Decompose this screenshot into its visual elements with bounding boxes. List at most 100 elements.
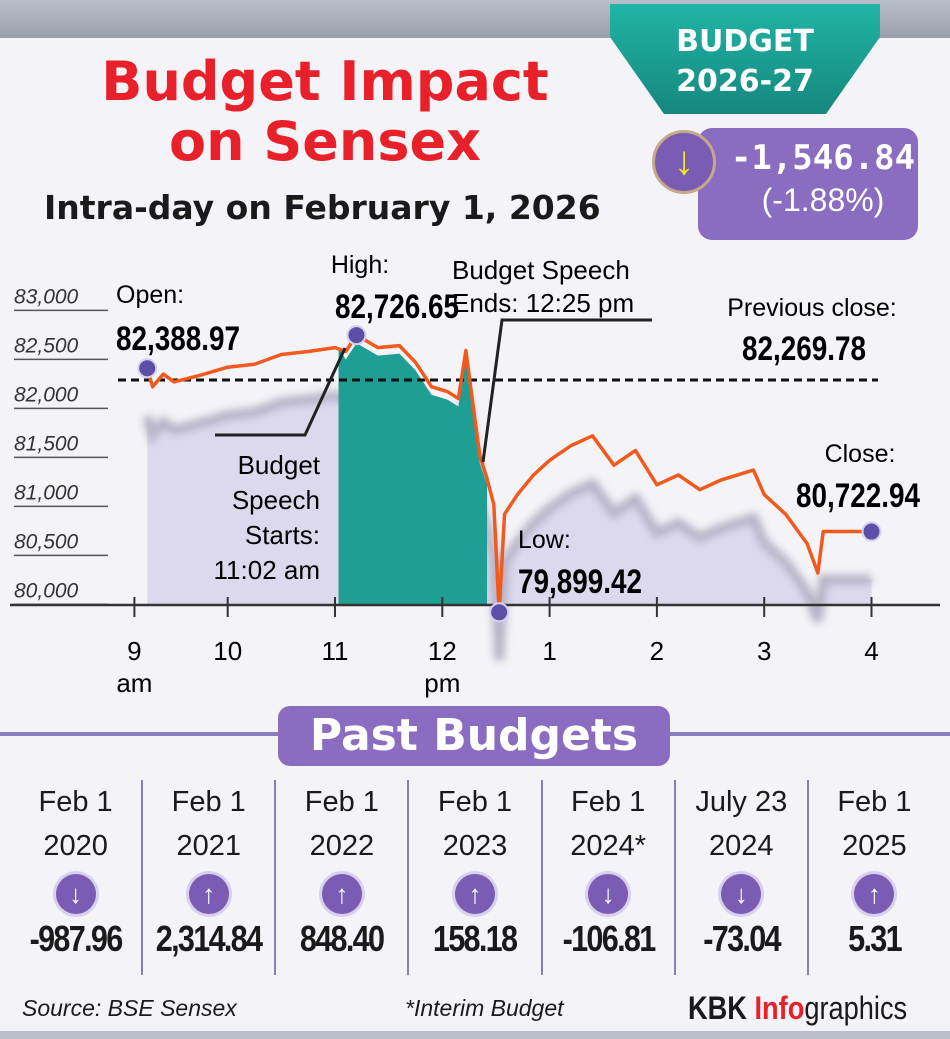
budget-year: 2023 (442, 830, 508, 862)
budget-change: 158.18 (433, 918, 518, 959)
y-tick-label: 80,000 (14, 579, 79, 602)
intraday-chart: 83,000 82,500 82,000 81,500 81,000 80,500 80,0… (10, 251, 940, 698)
close-value: 80,722.94 (796, 476, 921, 514)
shadow-line (142, 376, 872, 661)
brand-part-2: Info (754, 990, 805, 1026)
budget-date: Feb 1 (38, 786, 113, 818)
speech-start-label: Speech (232, 485, 320, 515)
open-value: 82,388.97 (116, 319, 240, 357)
previous-close-label: Previous close: (727, 294, 897, 322)
x-tick-label: 12 (428, 636, 457, 666)
change-value: -1,546.84 (730, 138, 916, 178)
low-value: 79,899.42 (518, 562, 642, 600)
past-budgets-title: Past Budgets (278, 706, 670, 766)
badge-line-2: 2026-27 (676, 64, 814, 99)
past-budgets-list: Feb 1 2020 ↓ -987.96 Feb 1 2021 ↑ 2,314.84 Feb 1… (10, 780, 940, 975)
change-percent: (-1.88%) (761, 182, 885, 218)
y-tick-label: 83,000 (14, 285, 79, 308)
page-title: Budget Impact on Sensex (40, 52, 610, 172)
budget-year: 2024* (570, 830, 647, 862)
speech-end-label: Budget Speech (452, 255, 630, 285)
marker-dot (861, 521, 882, 542)
shadow-area (147, 383, 872, 605)
high-label: High: (331, 251, 389, 279)
past-budget-item: Feb 1 2020 ↓ -987.96 (10, 780, 144, 975)
budget-change: 2,314.84 (155, 918, 263, 959)
speech-end-pointer (481, 318, 652, 463)
past-budget-item: Feb 1 2024* ↓ -106.81 (543, 780, 676, 975)
arrow-down-icon: ↓ (652, 130, 716, 194)
budget-year: 2020 (43, 830, 108, 862)
subtitle: Intra-day on February 1, 2026 (44, 188, 601, 227)
budget-speech-area (338, 343, 488, 605)
budget-year: 2025 (842, 830, 907, 862)
arrow-down-icon: ↓ (721, 874, 762, 914)
budget-date: Feb 1 (571, 786, 646, 818)
high-value: 82,726.65 (335, 287, 459, 325)
arrow-down-icon: ↓ (55, 874, 96, 914)
x-tick-label: 2 (650, 636, 664, 666)
budget-change: 848.40 (300, 918, 385, 959)
budget-year: 2022 (309, 830, 375, 862)
past-budget-item: Feb 1 2025 ↑ 5.31 (809, 780, 940, 975)
y-tick-label: 81,000 (14, 481, 79, 504)
budget-date: Feb 1 (171, 786, 246, 818)
x-tick-sublabel: am (116, 668, 152, 698)
brand-part-3: graphics (804, 990, 908, 1026)
speech-start-label: Starts: (245, 520, 320, 550)
speech-start-pointer (215, 347, 347, 437)
marker-dot (137, 358, 158, 379)
bottom-bar (0, 1031, 950, 1039)
speech-end-label: Ends: 12:25 pm (452, 288, 634, 318)
past-budget-item: Feb 1 2023 ↑ 158.18 (409, 780, 543, 975)
budget-date: July 23 (695, 786, 788, 818)
y-tick-label: 81,500 (14, 432, 79, 455)
budget-change: -73.04 (702, 918, 781, 959)
x-tick-sublabel: pm (424, 668, 460, 698)
budget-badge: BUDGET 2026-27 (610, 4, 880, 114)
marker-dot (489, 602, 510, 623)
brand-part-1: KBK (688, 990, 755, 1026)
past-budget-item: Feb 1 2021 ↑ 2,314.84 (143, 780, 277, 975)
change-box: -1,546.84 (-1.88%) (698, 128, 918, 240)
x-tick-label: 11 (322, 636, 349, 666)
x-tick-label: 9 (127, 636, 141, 666)
title-line-2: on Sensex (169, 110, 481, 173)
sensex-line (145, 333, 872, 615)
budget-change: 5.31 (848, 918, 902, 959)
budget-date: Feb 1 (837, 786, 912, 818)
close-label: Close: (825, 440, 896, 468)
budget-date: Feb 1 (304, 786, 379, 818)
x-tick-label: 4 (864, 636, 878, 666)
arrow-up-icon: ↑ (321, 874, 362, 914)
speech-start-label: Budget (238, 450, 321, 480)
budget-date: Feb 1 (437, 786, 513, 818)
x-tick-label: 3 (757, 636, 771, 666)
previous-close-value: 82,269.78 (742, 329, 866, 367)
arrow-up-icon: ↑ (188, 874, 229, 914)
budget-change: -987.96 (29, 918, 124, 959)
x-tick-label: 10 (213, 636, 242, 666)
y-tick-label: 80,500 (14, 530, 79, 553)
marker-dot (346, 325, 367, 346)
source-note: Source: BSE Sensex (22, 995, 237, 1021)
budget-year: 2021 (176, 830, 241, 862)
open-label: Open: (116, 281, 184, 309)
low-label: Low: (518, 526, 571, 554)
arrow-up-icon: ↑ (854, 874, 895, 914)
budget-year: 2024 (709, 830, 774, 862)
y-tick-label: 82,000 (14, 383, 79, 406)
x-tick-label: 1 (542, 636, 556, 666)
speech-start-label: 11:02 am (214, 555, 320, 585)
budget-change: -106.81 (562, 918, 656, 959)
interim-note: *Interim Budget (405, 995, 564, 1021)
badge-line-1: BUDGET (676, 24, 814, 59)
title-line-1: Budget Impact (101, 50, 549, 113)
past-budget-item: Feb 1 2022 ↑ 848.40 (276, 780, 410, 975)
y-tick-label: 82,500 (14, 334, 79, 357)
past-budget-item: July 23 2024 ↓ -73.04 (676, 780, 809, 975)
arrow-up-icon: ↑ (454, 874, 495, 914)
arrow-down-icon: ↓ (588, 874, 629, 914)
brand-logo: KBK Infographics (688, 990, 907, 1027)
